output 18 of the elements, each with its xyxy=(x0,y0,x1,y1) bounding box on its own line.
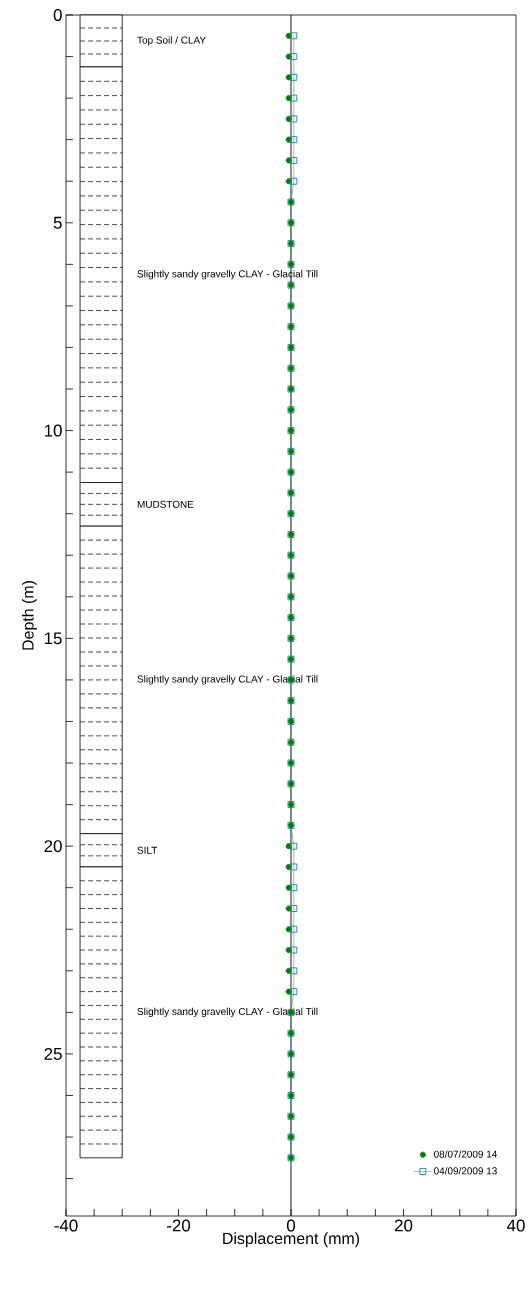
x-tick-label: 40 xyxy=(506,1219,525,1232)
y-tick-label: 20 xyxy=(44,840,62,853)
band-label: MUDSTONE xyxy=(137,500,194,508)
band-label: SILT xyxy=(137,846,158,854)
y-tick-label: 10 xyxy=(44,424,62,437)
legend-label: 08/07/2009 14 xyxy=(434,1150,498,1158)
y-tick-label: 0 xyxy=(53,9,62,21)
x-axis-title: Displacement (mm) xyxy=(223,1232,360,1248)
x-tick-label: 20 xyxy=(394,1219,413,1232)
y-axis-title: Depth (m) xyxy=(21,581,37,650)
legend-label: 04/09/2009 13 xyxy=(434,1167,497,1175)
x-tick-label: -20 xyxy=(167,1219,191,1232)
x-tick-label: -40 xyxy=(54,1219,78,1232)
y-tick-label: 25 xyxy=(44,1047,62,1060)
y-tick-label: 5 xyxy=(53,216,62,229)
x-tick-label: 0 xyxy=(286,1219,296,1232)
y-tick-label: 15 xyxy=(44,632,62,645)
band-label: Top Soil / CLAY xyxy=(137,36,206,46)
